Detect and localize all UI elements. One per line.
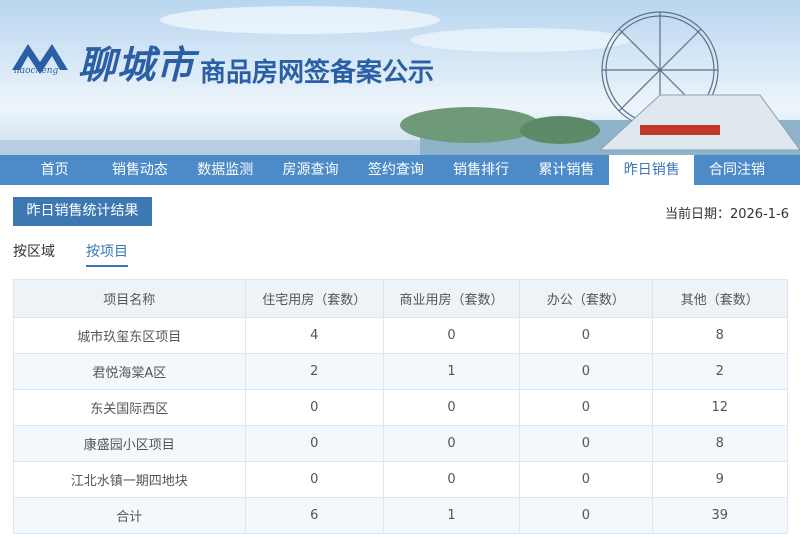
count-cell: 0	[519, 461, 653, 498]
count-cell: 0	[519, 317, 653, 354]
column-header: 住宅用房（套数）	[244, 279, 384, 318]
nav-item[interactable]: 数据监测	[197, 162, 254, 178]
project-name: 东关国际西区	[13, 389, 246, 426]
count-cell: 0	[519, 497, 653, 534]
count-cell: 0	[519, 353, 653, 390]
count-cell: 0	[244, 425, 384, 462]
column-header: 其他（套数）	[651, 279, 789, 318]
count-cell: 8	[651, 425, 789, 462]
project-name: 合计	[13, 497, 246, 534]
tab[interactable]: 按区域	[13, 244, 55, 260]
count-cell: 8	[651, 317, 789, 354]
count-cell: 0	[244, 461, 384, 498]
count-cell: 0	[244, 389, 384, 426]
table-row: 君悦海棠A区 2 1 0 2	[13, 353, 789, 390]
result-button[interactable]: 昨日销售统计结果	[13, 197, 152, 226]
count-cell: 1	[382, 353, 521, 390]
count-cell: 2	[244, 353, 384, 390]
count-cell: 0	[382, 389, 521, 426]
count-cell: 0	[519, 389, 653, 426]
count-cell: 2	[651, 353, 789, 390]
banner: liaocheng 聊城市 商品房网签备案公示	[0, 0, 800, 155]
project-name: 城市玖玺东区项目	[13, 317, 246, 354]
count-cell: 4	[244, 317, 384, 354]
logo-pinyin: liaocheng	[14, 66, 59, 76]
project-name: 君悦海棠A区	[13, 353, 246, 390]
nav-item[interactable]: 房源查询	[282, 162, 339, 178]
nav-item[interactable]: 销售动态	[111, 162, 168, 178]
sales-table: 项目名称 住宅用房（套数） 商业用房（套数） 办公（套数） 其他（套数） 城市玖玺东区项目…	[13, 279, 789, 534]
table-row: 合计 6 1 0 39	[13, 497, 789, 534]
banner-art	[0, 6, 800, 155]
nav-item[interactable]: 销售排行	[453, 162, 510, 178]
column-header: 商业用房（套数）	[382, 279, 521, 318]
logo-mark	[12, 44, 68, 74]
header-row: 项目名称 住宅用房（套数） 商业用房（套数） 办公（套数） 其他（套数）	[13, 279, 789, 318]
nav-item[interactable]: 累计销售	[538, 162, 595, 178]
count-cell: 0	[382, 461, 521, 498]
nav-item[interactable]: 昨日销售	[609, 155, 695, 185]
table-row: 城市玖玺东区项目 4 0 0 8	[13, 317, 789, 354]
nav-item[interactable]: 首页	[40, 162, 69, 178]
count-cell: 0	[382, 317, 521, 354]
column-header: 办公（套数）	[519, 279, 653, 318]
current-date: 当前日期：2026-1-6	[664, 207, 789, 222]
count-cell: 6	[244, 497, 384, 534]
count-cell: 0	[519, 425, 653, 462]
table-row: 江北水镇一期四地块 0 0 0 9	[13, 461, 789, 498]
tab[interactable]: 按项目	[86, 241, 128, 267]
nav-bar: 首页 销售动态 数据监测 房源查询 签约查询 销售排行 累计销售 昨日销售 合同注销	[0, 155, 800, 185]
count-cell: 0	[382, 425, 521, 462]
project-name: 康盛园小区项目	[13, 425, 246, 462]
nav-item[interactable]: 合同注销	[709, 162, 766, 178]
column-header: 项目名称	[13, 279, 246, 318]
count-cell: 9	[651, 461, 789, 498]
table-row: 康盛园小区项目 0 0 0 8	[13, 425, 789, 462]
count-cell: 1	[382, 497, 521, 534]
logo-city: 聊城市	[78, 42, 196, 87]
site-title: 商品房网签备案公示	[200, 58, 435, 88]
project-name: 江北水镇一期四地块	[13, 461, 246, 498]
nav-item[interactable]: 签约查询	[367, 162, 424, 178]
count-cell: 39	[651, 497, 789, 534]
table-row: 东关国际西区 0 0 0 12	[13, 389, 789, 426]
count-cell: 12	[651, 389, 789, 426]
